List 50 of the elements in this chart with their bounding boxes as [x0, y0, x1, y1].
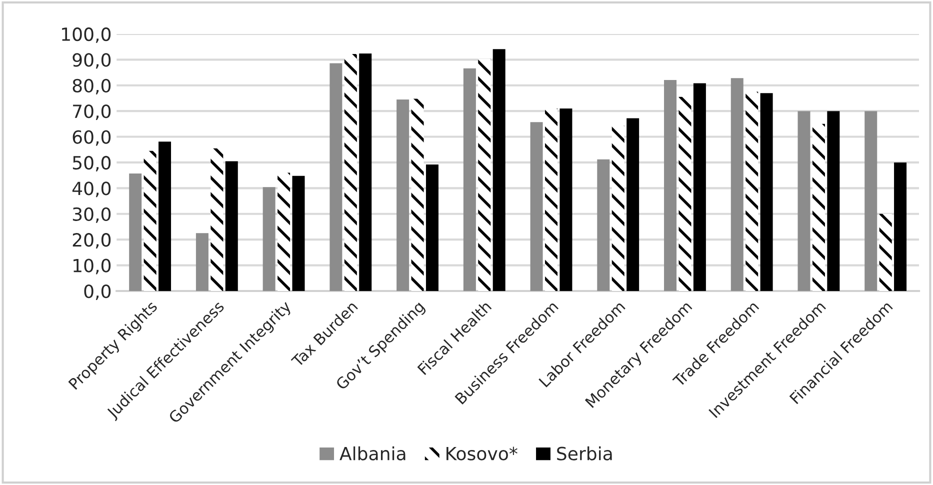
y-tick-label: 0,0: [84, 284, 111, 300]
bar: [426, 164, 438, 291]
bar: [463, 68, 476, 291]
y-tick-label: 50,0: [72, 156, 111, 172]
bar: [678, 96, 692, 291]
y-tick-label: 80,0: [72, 78, 111, 94]
bar: [664, 80, 677, 291]
bar: [225, 161, 238, 291]
y-tick-label: 70,0: [73, 104, 111, 120]
bar: [864, 111, 878, 291]
bar: [262, 187, 276, 291]
y-tick-label: 60,0: [72, 130, 111, 146]
bar: [894, 162, 907, 291]
bar: [879, 214, 892, 291]
bar: [626, 118, 640, 291]
y-tick-label: 40,0: [72, 182, 111, 198]
y-tick-label: 20,0: [72, 233, 111, 249]
bar: [827, 111, 840, 291]
legend-label: Albania: [340, 446, 406, 460]
bar: [210, 148, 224, 291]
bar: [612, 126, 624, 291]
bar: [693, 83, 706, 291]
bar: [396, 100, 410, 291]
bar: [730, 78, 744, 291]
bar: [798, 111, 810, 291]
bar: [129, 174, 142, 291]
bar: [292, 176, 305, 291]
bar: [158, 142, 172, 291]
bar: [359, 53, 372, 291]
bar: [746, 92, 758, 291]
bar: [760, 93, 773, 291]
legend-label: Kosovo*: [446, 446, 518, 460]
bar: [411, 98, 424, 291]
bar: [530, 122, 543, 291]
y-tick-label: 90,0: [72, 53, 111, 69]
bar: [478, 58, 491, 291]
bar: [544, 108, 558, 291]
bar: [330, 63, 342, 291]
bar: [196, 233, 208, 291]
bar: [812, 124, 825, 291]
legend-label: Serbia: [557, 446, 612, 460]
y-tick-label: 10,0: [74, 258, 111, 274]
bar: [144, 150, 156, 291]
y-tick-label: 30,0: [72, 207, 111, 223]
bar: [278, 172, 290, 291]
y-tick-label: 100,0: [62, 27, 111, 43]
bar: [344, 54, 357, 291]
bar: [492, 49, 506, 291]
bar: [560, 108, 572, 291]
bar: [597, 159, 610, 291]
